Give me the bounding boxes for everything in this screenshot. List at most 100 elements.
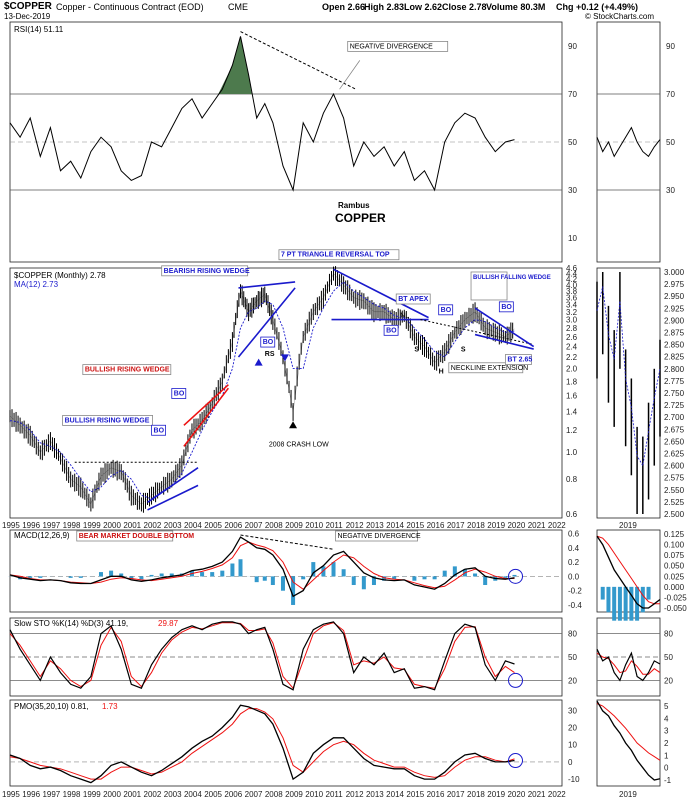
ann-bo-1: BO [154, 427, 165, 434]
bottom-year-label: 2015 [406, 790, 424, 799]
pmo-tick-label: 10 [568, 741, 577, 750]
inset-price-tick-label: 2.725 [664, 401, 685, 410]
price-year-label: 2001 [123, 521, 141, 530]
price-tick-label: 2.8 [566, 324, 578, 333]
rs-arrow-up-icon [254, 358, 263, 366]
inset-macd-tick-label: 0.125 [664, 530, 685, 539]
ann-bt-265-box [505, 354, 532, 365]
macd-histogram-bar [291, 576, 296, 605]
macd-histogram-bar [210, 572, 215, 577]
bottom-year-label: 2013 [366, 790, 384, 799]
ann-bullish-falling-wedge: BULLISH FALLING WEDGE [473, 275, 551, 281]
inset-price-tick-label: 2.525 [664, 498, 685, 507]
volume-value: Volume 80.3M [486, 2, 546, 12]
pmo-highlight-circle [507, 753, 523, 769]
macd-histogram-bar [412, 576, 417, 581]
macd-histogram-bar [270, 576, 275, 586]
macd-histogram-bar [68, 576, 73, 578]
inset-pmo-tick-label: 0 [664, 764, 669, 773]
macd-line [9, 536, 515, 598]
wedge1-upper-line [147, 467, 199, 504]
inset-rsi-tick-label: 50 [666, 138, 675, 147]
bottom-year-label: 1996 [22, 790, 40, 799]
inset-pmo-signal [596, 703, 661, 761]
chart-date: 13-Dec-2019 [4, 12, 51, 21]
inset-price-tick-label: 2.950 [664, 292, 685, 301]
price-year-label: 2012 [346, 521, 364, 530]
exchange-label: CME [228, 2, 248, 12]
bottom-year-label: 2010 [305, 790, 323, 799]
price-tick-label: 0.6 [566, 510, 578, 519]
price-tick-label: 2.2 [566, 353, 578, 362]
macd-histogram-bar [361, 576, 366, 590]
price-tick-label: 0.8 [566, 475, 578, 484]
inset-macd-hist-bar [612, 586, 617, 621]
bottom-year-label: 2012 [346, 790, 364, 799]
inset-sto-d [596, 652, 661, 675]
macd-legend: MACD(12,26,9) [14, 531, 70, 540]
wedge2-lower-line [183, 387, 230, 447]
wedge1-lower-line [147, 484, 199, 511]
ann-bo-5: BO [441, 307, 452, 314]
inset-price-tick-label: 2.850 [664, 341, 685, 350]
sto-legend: Slow STO %K(14) %D(3) 41.19, [14, 619, 128, 628]
macd-highlight-circle [507, 568, 523, 584]
ann-macd-negative-divergence-box [335, 530, 418, 542]
macd-histogram-bar [262, 576, 267, 581]
bottom-year-label: 1995 [2, 790, 20, 799]
inset-year-label: 2019 [619, 521, 637, 530]
bottom-year-label: 2005 [204, 790, 222, 799]
bottom-year-label: 2008 [265, 790, 283, 799]
price-tick-label: 3.4 [566, 300, 578, 309]
triangle-upper-line [333, 268, 429, 319]
falling-wedge-lower [474, 333, 534, 350]
pmo-line [9, 704, 515, 784]
price-tick-label: 2.4 [566, 343, 578, 352]
price-year-label: 2000 [103, 521, 121, 530]
bottom-year-label: 2011 [326, 790, 344, 799]
macd-histogram-bar [301, 576, 306, 580]
inset-macd-line [596, 535, 661, 609]
macd-tick-label: 0.4 [568, 544, 580, 553]
macd-histogram-bar [422, 576, 427, 580]
pmo-legend: PMO(35,20,10) 0.81, [14, 702, 89, 711]
macd-tick-label: 0.0 [568, 572, 580, 581]
price-year-label: 2005 [204, 521, 222, 530]
inset-price-tick-label: 2.500 [664, 510, 685, 519]
ann-bt-apex-box [395, 293, 431, 305]
pmo-legend-signal: 1.73 [102, 702, 118, 711]
ann-2008-crash-low: 2008 CRASH LOW [269, 441, 329, 448]
inset-macd-hist-bar [600, 586, 605, 600]
ann-bullish-rising-wedge-1: BULLISH RISING WEDGE [65, 417, 150, 424]
bottom-year-label: 2006 [224, 790, 242, 799]
ann-rs: RS [265, 351, 275, 358]
macd-histogram-bar [392, 576, 397, 580]
inset-pmo-tick-label: 4 [664, 714, 669, 723]
sto-k-line [9, 621, 515, 691]
ann-neckline-extension: NECKLINE EXTENSION [451, 365, 528, 372]
ann-bo-4: BO [386, 327, 397, 334]
rsi-tick-label: 50 [568, 138, 577, 147]
bottom-year-label: 1998 [63, 790, 81, 799]
price-year-label: 2022 [548, 521, 566, 530]
inset-price-tick-label: 3.000 [664, 268, 685, 277]
price-legend: $COPPER (Monthly) 2.78 [14, 271, 106, 280]
ann-7pt-triangle: 7 PT TRIANGLE REVERSAL TOP [281, 252, 390, 259]
inset-price-tick-label: 2.700 [664, 413, 685, 422]
price-tick-label: 3.6 [566, 294, 578, 303]
macd-histogram-bar [311, 562, 316, 577]
price-year-label: 1997 [42, 521, 60, 530]
inset-bottom-year-label: 2019 [619, 790, 637, 799]
bottom-year-label: 2021 [528, 790, 546, 799]
rsi-line [9, 36, 515, 192]
bottom-year-label: 2007 [245, 790, 263, 799]
macd-histogram-bar [119, 573, 124, 577]
inset-price-tick-label: 2.900 [664, 316, 685, 325]
macd-histogram-bar [432, 576, 437, 580]
macd-histogram-bar [503, 576, 508, 578]
inset-macd-hist-bar [646, 586, 651, 600]
high-value: High 2.83 [364, 2, 405, 12]
rsi-tick-label: 90 [568, 42, 577, 51]
price-tick-label: 3.8 [566, 287, 578, 296]
macd-histogram-bar [341, 569, 346, 577]
